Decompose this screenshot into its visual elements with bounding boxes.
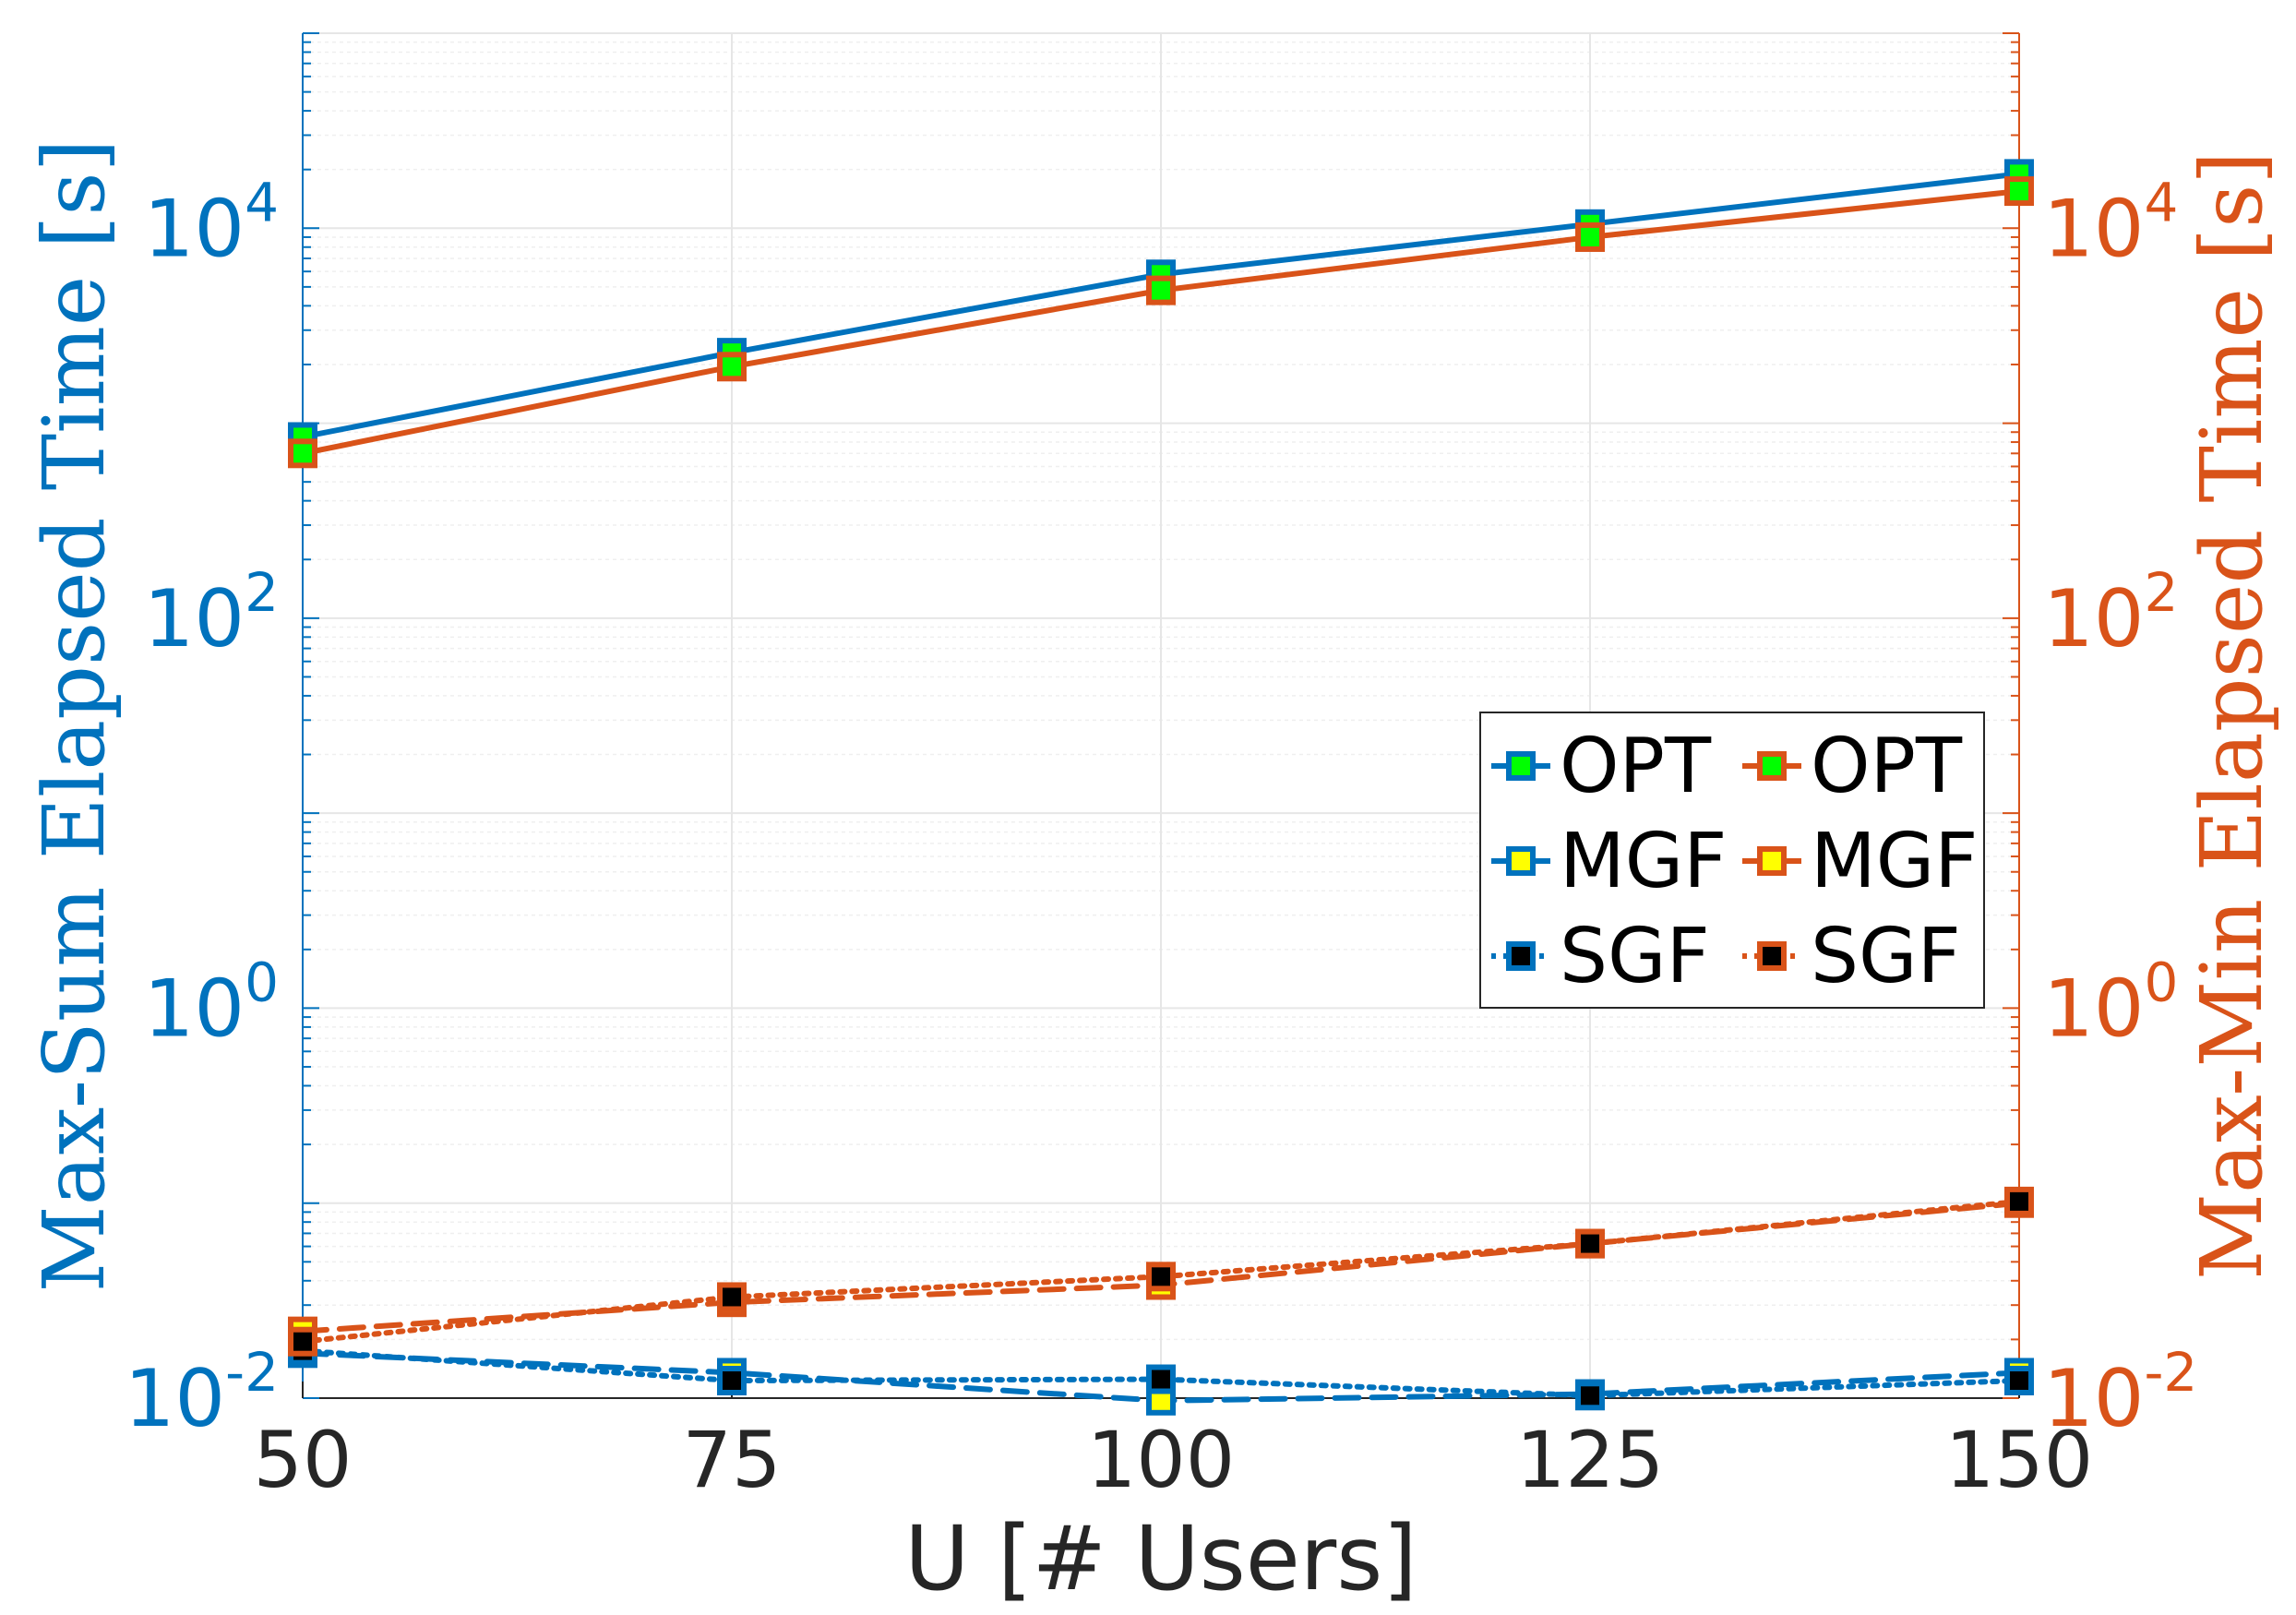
marker-right-sgf [2004,1186,2034,1216]
legend-label-right-mgf: MGF [1811,818,1978,905]
marker-right-opt [1146,275,1176,305]
y-tick-label-right: 100 [2043,951,2178,1055]
series-layer [288,159,2034,1416]
series-line-left-sgf [300,1347,2022,1399]
legend-label-right-sgf: SGF [1811,913,1961,1000]
legend-label-left-sgf: SGF [1560,913,1710,1000]
legend-marker-left-sgf [1506,941,1536,971]
legend-label-left-opt: OPT [1560,723,1712,810]
marker-right-opt [2004,176,2034,207]
legend-marker-left-mgf [1506,846,1536,876]
marker-right-sgf [1575,1228,1605,1259]
x-tick-label: 50 [254,1415,353,1505]
marker-left-sgf [2004,1366,2034,1396]
marker-right-opt [288,438,317,469]
y-tick-label-left: 104 [144,171,279,275]
legend-label-left-mgf: MGF [1560,818,1727,905]
marker-right-sgf [717,1282,747,1312]
y-axis-label-left: Max-Sum Elapsed Time [s] [25,139,124,1293]
x-tick-label: 75 [683,1415,782,1505]
y-tick-label-right: 102 [2043,561,2178,665]
y-tick-label-left: 102 [144,561,279,665]
x-tick-label: 100 [1087,1415,1235,1505]
legend-marker-right-opt [1757,751,1787,781]
legend-box [1479,712,1985,1009]
marker-right-sgf [288,1326,317,1357]
y-tick-label-right: 10-2 [2043,1341,2197,1445]
marker-right-sgf [1146,1262,1176,1292]
marker-right-opt [717,352,747,382]
y-tick-label-right: 104 [2043,171,2178,275]
legend-marker-left-opt [1506,751,1536,781]
x-axis-label: U [# Users] [904,1507,1417,1610]
y-axis-label-right: Max-Min Elapsed Time [s] [2182,151,2281,1280]
legend-label-right-opt: OPT [1811,723,1963,810]
y-tick-label-left: 10-2 [125,1341,279,1445]
x-tick-label: 150 [1945,1415,2093,1505]
marker-right-opt [1575,221,1605,252]
legend-marker-right-mgf [1757,846,1787,876]
marker-left-sgf [1575,1381,1605,1411]
marker-left-sgf [717,1366,747,1396]
x-tick-label: 125 [1516,1415,1664,1505]
y-tick-label-left: 100 [144,951,279,1055]
marker-left-sgf [1146,1364,1176,1394]
legend-marker-right-sgf [1757,941,1787,971]
